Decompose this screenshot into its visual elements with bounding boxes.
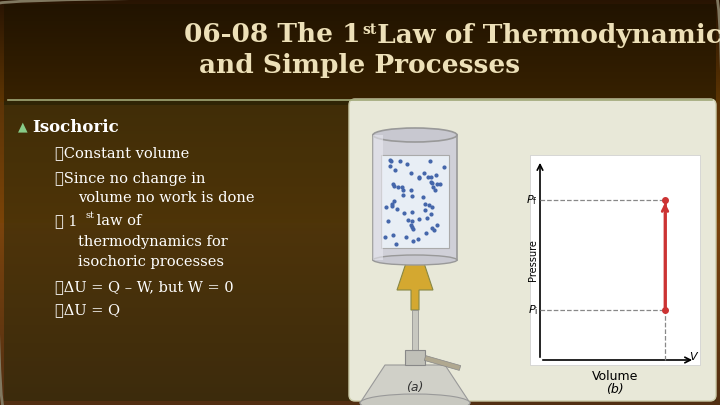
- Text: ❖ΔU = Q – W, but W = 0: ❖ΔU = Q – W, but W = 0: [55, 280, 233, 294]
- Text: isochoric processes: isochoric processes: [78, 255, 224, 269]
- Text: thermodynamics for: thermodynamics for: [78, 235, 228, 249]
- Text: Volume: Volume: [592, 371, 638, 384]
- Text: ☉Constant volume: ☉Constant volume: [55, 146, 189, 160]
- Text: $P_\mathrm{f}$: $P_\mathrm{f}$: [526, 193, 538, 207]
- Text: st: st: [85, 211, 94, 220]
- Text: 06-08 The 1: 06-08 The 1: [184, 23, 360, 47]
- Text: st: st: [362, 23, 377, 37]
- Bar: [4, 101, 716, 401]
- Bar: [373, 135, 457, 260]
- Text: ☉Since no change in: ☉Since no change in: [55, 172, 205, 186]
- Text: Pressure: Pressure: [528, 239, 538, 281]
- Text: ❖ΔU = Q: ❖ΔU = Q: [55, 303, 120, 317]
- Ellipse shape: [373, 255, 457, 265]
- Text: Isochoric: Isochoric: [32, 119, 119, 136]
- Bar: [412, 310, 418, 350]
- Text: $P_\mathrm{i}$: $P_\mathrm{i}$: [528, 303, 538, 317]
- Text: and Simple Processes: and Simple Processes: [199, 53, 521, 77]
- Text: law of: law of: [92, 214, 141, 228]
- Ellipse shape: [360, 394, 470, 405]
- Text: V: V: [689, 352, 697, 362]
- Text: volume no work is done: volume no work is done: [78, 191, 254, 205]
- Bar: [381, 155, 449, 248]
- Bar: [373, 135, 383, 260]
- Text: Law of Thermodynamics: Law of Thermodynamics: [368, 23, 720, 47]
- Bar: [4, 4, 716, 105]
- Polygon shape: [360, 365, 470, 403]
- Ellipse shape: [373, 128, 457, 142]
- Bar: [405, 350, 425, 365]
- Text: ☉ 1: ☉ 1: [55, 214, 78, 228]
- Bar: [530, 155, 700, 365]
- FancyBboxPatch shape: [349, 99, 716, 401]
- Text: ▲: ▲: [18, 121, 27, 134]
- Polygon shape: [397, 260, 433, 310]
- FancyArrow shape: [424, 356, 461, 371]
- Text: (a): (a): [406, 381, 423, 394]
- Text: (b): (b): [606, 384, 624, 396]
